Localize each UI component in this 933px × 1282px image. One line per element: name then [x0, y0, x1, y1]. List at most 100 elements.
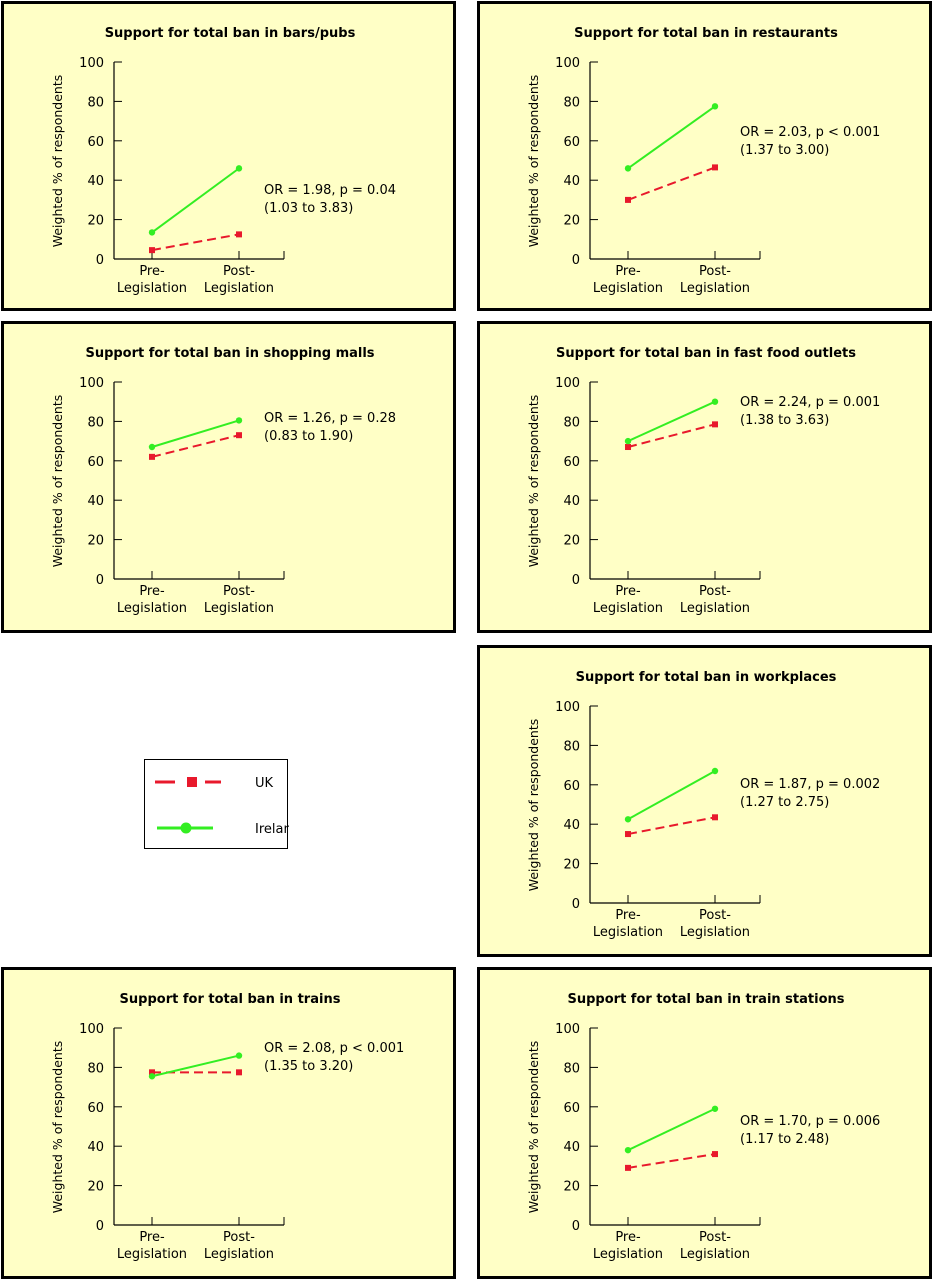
y-tick-label: 60 [563, 779, 580, 794]
y-tick-label: 40 [87, 1140, 104, 1155]
data-point-ireland [148, 443, 156, 451]
data-point-uk [712, 164, 718, 171]
y-tick-label: 0 [572, 1219, 580, 1234]
data-point-uk [236, 231, 242, 238]
chart-title: Support for total ban in fast food outle… [556, 346, 856, 361]
data-point-uk [625, 444, 631, 451]
y-tick-label: 0 [96, 253, 104, 268]
chart-svg: Support for total ban in fast food outle… [526, 346, 880, 616]
series-line-ireland [151, 419, 240, 448]
chart-title: Support for total ban in restaurants [574, 26, 838, 41]
series-line-ireland [627, 1107, 716, 1152]
data-point-ireland [711, 103, 719, 110]
series-line-ireland [151, 1054, 240, 1078]
x-tick-label: Legislation [680, 601, 750, 616]
x-tick-label: Pre- [139, 264, 165, 279]
y-tick-label: 20 [563, 1180, 580, 1195]
chart-svg: Support for total ban in shopping malls W… [50, 346, 396, 616]
data-point-uk [625, 1164, 631, 1171]
chart-title: Support for total ban in shopping malls [85, 346, 374, 361]
data-point-uk [149, 453, 155, 460]
data-point-uk [712, 814, 718, 821]
data-point-uk [712, 421, 718, 428]
x-tick-label: Post- [223, 584, 255, 599]
data-point-ireland [711, 398, 719, 405]
y-tick-label: 0 [96, 1219, 104, 1234]
x-tick-label: Legislation [117, 1247, 187, 1262]
x-tick-label: Pre- [615, 264, 641, 279]
y-tick-label: 80 [87, 95, 104, 110]
series-line-uk [627, 166, 716, 201]
y-tick-label: 20 [563, 534, 580, 549]
chart-panel-trains: Support for total ban in trains Weighted … [1, 967, 456, 1279]
series-line-uk [151, 434, 240, 458]
y-axis-label: Weighted % of respondents [50, 395, 65, 568]
or-annotation: (0.83 to 1.90) [264, 429, 353, 444]
chart-title: Support for total ban in workplaces [576, 670, 837, 685]
or-annotation: (1.38 to 3.63) [740, 413, 829, 428]
data-point-ireland [711, 1105, 719, 1112]
x-tick-label: Post- [699, 1230, 731, 1245]
x-tick-label: Pre- [615, 1230, 641, 1245]
chart-svg: Support for total ban in train stations W… [526, 992, 880, 1262]
y-tick-label: 80 [563, 1061, 580, 1076]
or-annotation: (1.17 to 2.48) [740, 1132, 829, 1147]
data-point-ireland [711, 767, 719, 775]
or-annotation: OR = 2.03, p < 0.001 [740, 125, 880, 140]
y-tick-label: 100 [79, 56, 104, 71]
y-axis-label: Weighted % of respondents [526, 395, 541, 568]
x-tick-label: Pre- [615, 908, 641, 923]
chart-panel-shopping-malls: Support for total ban in shopping malls W… [1, 321, 456, 633]
x-tick-label: Legislation [680, 925, 750, 940]
series-line-ireland [627, 105, 716, 170]
data-point-ireland [624, 1146, 632, 1154]
y-tick-label: 60 [563, 135, 580, 150]
legend: UK Ireland [144, 759, 289, 849]
series-line-uk [151, 233, 240, 252]
chart-title: Support for total ban in trains [120, 992, 341, 1007]
x-tick-label: Legislation [117, 601, 187, 616]
chart-title: Support for total ban in train stations [568, 992, 845, 1007]
y-tick-label: 40 [563, 494, 580, 509]
data-point-uk [149, 247, 155, 254]
data-point-uk [625, 196, 631, 203]
x-tick-label: Pre- [139, 1230, 165, 1245]
y-tick-label: 20 [87, 214, 104, 229]
chart-svg: Support for total ban in bars/pubs Weight… [50, 26, 396, 296]
y-tick-label: 60 [563, 455, 580, 470]
y-tick-label: 20 [87, 534, 104, 549]
y-tick-label: 40 [87, 494, 104, 509]
y-tick-label: 20 [563, 214, 580, 229]
series-line-ireland [151, 167, 240, 234]
series-line-uk [627, 1153, 716, 1169]
y-tick-label: 40 [87, 174, 104, 189]
y-tick-label: 40 [563, 818, 580, 833]
x-tick-label: Post- [223, 1230, 255, 1245]
legend-ireland-swatch [157, 822, 213, 834]
y-axis-label: Weighted % of respondents [50, 75, 65, 248]
y-tick-label: 0 [572, 573, 580, 588]
y-axis-label: Weighted % of respondents [526, 75, 541, 248]
y-tick-label: 60 [87, 455, 104, 470]
legend-uk-label: UK [255, 776, 274, 791]
data-point-ireland [624, 816, 632, 823]
x-tick-label: Legislation [204, 281, 274, 296]
y-tick-label: 80 [563, 95, 580, 110]
y-tick-label: 80 [87, 415, 104, 430]
y-tick-label: 0 [572, 897, 580, 912]
series-line-uk [627, 816, 716, 836]
data-point-ireland [148, 1073, 156, 1080]
y-tick-label: 20 [87, 1180, 104, 1195]
y-axis-label: Weighted % of respondents [526, 1041, 541, 1214]
or-annotation: (1.27 to 2.75) [740, 795, 829, 810]
chart-panel-workplaces: Support for total ban in workplaces Weigh… [477, 645, 932, 957]
series-line-uk [627, 423, 716, 448]
x-tick-label: Legislation [117, 281, 187, 296]
legend-ireland-label: Ireland [255, 822, 289, 837]
y-tick-label: 100 [555, 56, 580, 71]
x-tick-label: Legislation [593, 925, 663, 940]
data-point-uk [236, 1069, 242, 1076]
y-tick-label: 0 [572, 253, 580, 268]
y-tick-label: 60 [563, 1101, 580, 1116]
x-tick-label: Post- [699, 264, 731, 279]
